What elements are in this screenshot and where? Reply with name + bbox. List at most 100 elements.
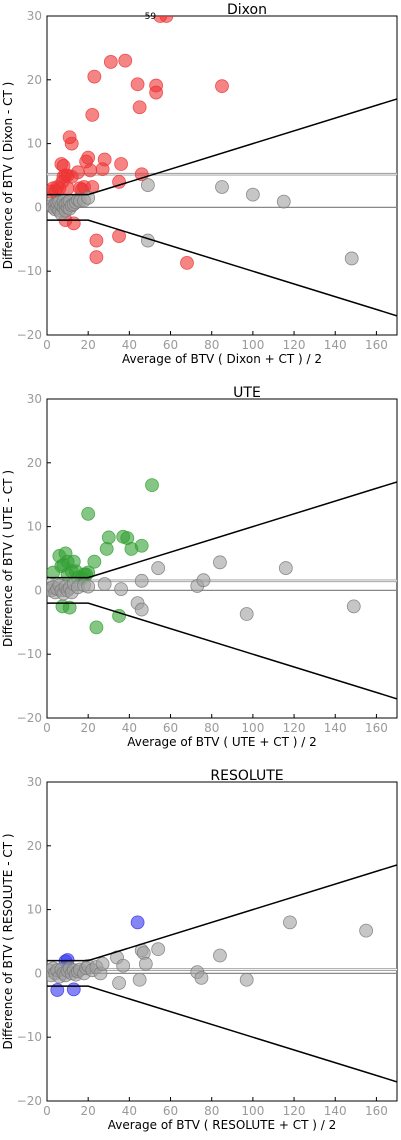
upper-limit-line <box>47 481 397 579</box>
x-tick-label: 20 <box>81 721 96 735</box>
highlight-data-point <box>81 150 96 165</box>
grey-data-point <box>344 251 359 266</box>
highlight-data-point <box>132 100 147 115</box>
x-tick-label: 80 <box>204 338 219 352</box>
y-tick-label: 20 <box>27 456 42 470</box>
highlight-data-point <box>81 506 96 521</box>
plot-frame <box>46 781 398 1102</box>
grey-data-point <box>116 958 131 973</box>
chart-title: RESOLUTE <box>210 768 283 784</box>
y-axis-label: Difference of BTV ( RESOLUTE - CT ) <box>1 833 15 1049</box>
y-tick-label: −10 <box>17 264 42 278</box>
grey-data-point <box>239 972 254 987</box>
grey-data-point <box>140 178 155 192</box>
lower-limit-line <box>47 602 397 700</box>
highlight-data-point <box>130 915 145 930</box>
lower-limit-line <box>47 219 397 317</box>
x-tick-label: 160 <box>365 721 388 735</box>
y-tick-label: 0 <box>34 200 42 214</box>
highlight-data-point <box>114 157 129 171</box>
grey-data-point <box>215 180 229 194</box>
highlight-data-point <box>81 565 96 580</box>
grey-data-point <box>151 942 166 957</box>
grey-data-point <box>196 573 211 588</box>
x-tick-label: 40 <box>122 1104 137 1118</box>
grey-data-point <box>138 956 153 971</box>
highlight-data-point <box>70 165 85 180</box>
y-tick-label: −10 <box>17 647 42 661</box>
highlight-data-point <box>97 152 112 167</box>
chart-title: UTE <box>233 385 261 401</box>
y-tick-label: 20 <box>27 839 42 853</box>
upper-limit-line <box>47 98 397 196</box>
grey-data-point <box>134 573 149 588</box>
x-tick-label: 100 <box>241 1104 264 1118</box>
highlight-data-point <box>87 554 102 569</box>
x-tick-label: 40 <box>122 338 137 352</box>
plot-area <box>47 478 397 700</box>
grey-data-point <box>245 187 260 202</box>
highlight-data-point <box>66 982 81 997</box>
x-tick-label: 20 <box>81 338 96 352</box>
grey-data-point <box>114 582 129 597</box>
highlight-data-point <box>89 620 104 635</box>
x-tick-label: 60 <box>163 1104 178 1118</box>
plot-frame <box>46 398 398 719</box>
y-tick-label: 0 <box>34 966 42 980</box>
highlight-data-point <box>101 530 116 545</box>
chart-panel-0: Dixon 0 20 40 60 80 100 120 140 160 −20 −10 0 10 20 30 A… <box>1 0 398 366</box>
x-axis-label: Average of BTV ( RESOLUTE + CT ) / 2 <box>108 1118 337 1132</box>
grey-data-point <box>97 577 112 591</box>
grey-data-point <box>95 956 110 971</box>
y-tick-label: 20 <box>27 73 42 87</box>
x-tick-label: 140 <box>324 721 347 735</box>
highlight-data-point <box>89 250 104 265</box>
grey-data-point <box>151 561 166 575</box>
highlight-data-point <box>99 542 114 556</box>
x-tick-label: 100 <box>241 721 264 735</box>
lower-limit-line <box>47 985 397 1083</box>
highlight-data-point <box>87 69 102 84</box>
highlight-data-point <box>112 609 126 623</box>
highlight-data-point <box>215 79 229 94</box>
plot-area <box>47 0 397 317</box>
y-tick-label: 30 <box>27 9 42 23</box>
highlight-data-point <box>130 77 145 92</box>
x-tick-label: 0 <box>43 338 51 352</box>
x-tick-label: 0 <box>43 1104 51 1118</box>
grey-data-point <box>213 555 227 570</box>
plot-area <box>47 864 397 1083</box>
y-tick-label: 0 <box>34 583 42 597</box>
y-tick-label: 10 <box>27 520 42 534</box>
x-tick-label: 60 <box>163 721 178 735</box>
grey-data-point <box>276 194 291 209</box>
grey-data-point <box>346 599 361 614</box>
y-tick-label: −10 <box>17 1030 42 1044</box>
y-tick-label: −20 <box>17 711 42 725</box>
point-annotation: 59 <box>145 12 157 22</box>
grey-data-point <box>194 970 209 985</box>
highlight-data-point <box>103 55 118 69</box>
grey-data-point <box>132 972 147 987</box>
x-tick-label: 60 <box>163 338 178 352</box>
highlight-data-point <box>85 107 100 122</box>
y-axis-label: Difference of BTV ( Dixon - CT ) <box>1 82 15 270</box>
y-tick-label: 10 <box>27 137 42 151</box>
x-tick-label: 0 <box>43 721 51 735</box>
y-tick-label: −20 <box>17 328 42 342</box>
x-tick-label: 20 <box>81 1104 96 1118</box>
chart-title: Dixon <box>227 2 267 18</box>
grey-data-point <box>134 602 149 617</box>
grey-data-point <box>359 923 374 938</box>
x-tick-label: 80 <box>204 721 219 735</box>
x-tick-label: 160 <box>365 338 388 352</box>
highlight-data-point <box>139 0 152 10</box>
highlight-data-point <box>118 53 133 68</box>
y-tick-label: 10 <box>27 903 42 917</box>
grey-data-point <box>239 607 254 621</box>
x-tick-label: 80 <box>204 1104 219 1118</box>
x-axis-label: Average of BTV ( UTE + CT ) / 2 <box>127 735 316 749</box>
y-axis-label: Difference of BTV ( UTE - CT ) <box>1 470 15 647</box>
y-tick-label: 30 <box>27 775 42 789</box>
